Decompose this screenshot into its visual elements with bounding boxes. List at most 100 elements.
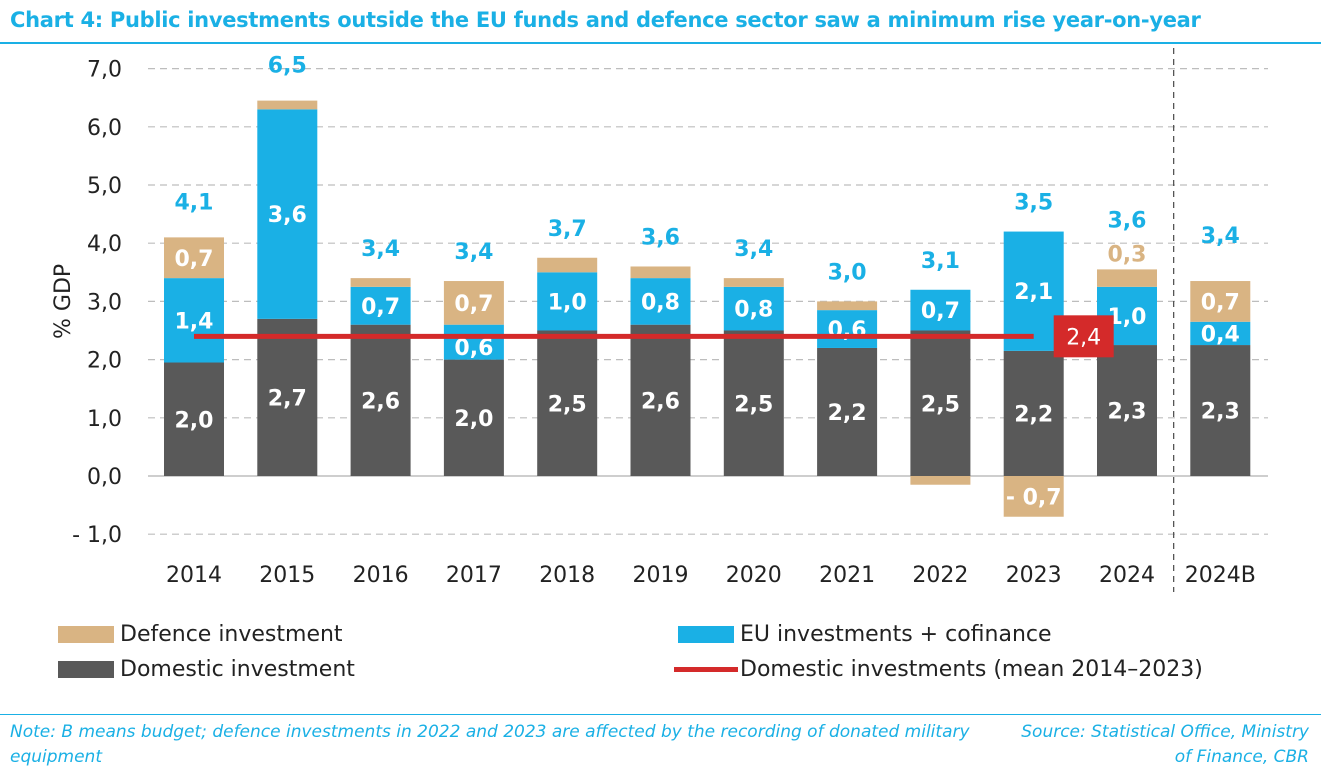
bar-domestic: [350, 324, 411, 476]
x-tick-label: 2022: [912, 563, 968, 588]
label-domestic: 2,6: [361, 389, 400, 414]
x-tick-label: 2018: [539, 563, 595, 588]
legend-label-domestic: Domestic investment: [120, 657, 355, 682]
bar-eu: [1190, 321, 1251, 346]
title-divider: [0, 42, 1321, 44]
mean-label: 2,4: [1066, 325, 1101, 350]
label-domestic: 2,2: [828, 401, 867, 426]
bar-eu: [910, 289, 971, 331]
legend-label-mean: Domestic investments (mean 2014–2023): [740, 657, 1203, 682]
y-tick-label: 0,0: [87, 465, 122, 490]
label-defence: 0,7: [1201, 290, 1240, 315]
bar-domestic: [443, 359, 504, 476]
bar-defence: [164, 237, 224, 279]
bar-eu: [257, 109, 318, 319]
x-tick-label: 2015: [259, 563, 315, 588]
legend-swatch-domestic: [58, 661, 114, 678]
bar-defence: [1003, 476, 1064, 517]
x-tick-label: 2016: [353, 563, 409, 588]
label-defence: - 0,7: [1006, 485, 1062, 510]
bar-eu: [164, 278, 224, 363]
x-tick-label: 2017: [446, 563, 502, 588]
x-tick-label: 2024B: [1185, 563, 1256, 588]
y-tick-label: 7,0: [87, 58, 122, 83]
legend-swatch-mean: [674, 667, 738, 672]
label-eu: 0,6: [828, 318, 867, 343]
bar-defence: [443, 281, 504, 325]
bar-domestic: [723, 330, 784, 476]
x-tick-label: 2021: [819, 563, 875, 588]
source-note: Source: Statistical Office, Ministry of …: [1021, 722, 1309, 767]
chart-title: Chart 4: Public investments outside the …: [10, 8, 1201, 32]
bar-eu: [443, 324, 504, 360]
label-total: 3,0: [828, 260, 867, 285]
label-eu: 0,4: [1201, 322, 1240, 347]
bar-domestic: [257, 318, 318, 476]
bar-defence: [1190, 281, 1251, 322]
y-tick-label: 2,0: [87, 349, 122, 374]
label-total: 3,5: [1014, 191, 1053, 216]
bar-defence: [1097, 269, 1157, 287]
bar-defence: [257, 100, 318, 110]
y-tick-label: 6,0: [87, 116, 122, 141]
bar-defence: [537, 257, 598, 273]
label-eu: 0,7: [921, 299, 960, 324]
label-domestic: 2,0: [175, 408, 214, 433]
y-tick-label: 4,0: [87, 232, 122, 257]
bar-eu: [630, 278, 691, 325]
legend-item-defence: Defence investment: [58, 622, 343, 647]
footer-divider: [0, 714, 1321, 715]
stacked-bar-chart: - 1,0 0,0 1,0 2,0 3,0 4,0 5,0 6,0 7,0 % GDP 2014 2,…: [51, 48, 1268, 592]
x-tick-label: 2014: [166, 563, 222, 588]
label-eu: 1,0: [548, 290, 587, 315]
x-tick-label: 2020: [726, 563, 782, 588]
label-eu: 0,7: [361, 295, 400, 320]
label-domestic: 2,7: [268, 386, 307, 411]
label-eu: 1,4: [175, 309, 214, 334]
label-eu: 0,8: [734, 298, 773, 323]
y-tick-label: 5,0: [87, 174, 122, 199]
label-domestic: 2,0: [454, 407, 493, 432]
footnote: Note: B means budget; defence investment…: [10, 722, 970, 767]
label-total: 3,4: [454, 240, 493, 265]
label-total: 3,4: [734, 237, 773, 262]
bar-domestic: [1097, 345, 1157, 476]
y-tick-label: 3,0: [87, 290, 122, 315]
label-total: 3,6: [1108, 208, 1147, 233]
y-tick-label: - 1,0: [72, 523, 122, 548]
bar-eu: [350, 286, 411, 325]
label-total: 3,4: [1201, 224, 1240, 249]
label-defence: 0,3: [1108, 242, 1147, 267]
label-defence: 0,7: [175, 247, 214, 272]
label-defence: 0,7: [454, 292, 493, 317]
label-eu: 1,0: [1108, 305, 1147, 330]
bar-eu: [537, 272, 598, 331]
label-domestic: 2,5: [921, 392, 960, 417]
label-total: 3,7: [548, 217, 587, 242]
bar-domestic: [630, 324, 691, 476]
bar-defence: [817, 301, 878, 311]
bar-defence: [350, 278, 411, 287]
y-tick-label: 1,0: [87, 407, 122, 432]
label-domestic: 2,2: [1014, 402, 1053, 427]
label-domestic: 2,3: [1201, 400, 1240, 425]
bar-domestic: [910, 330, 971, 476]
label-total: 4,1: [175, 190, 214, 215]
legend-label-defence: Defence investment: [120, 622, 343, 647]
x-tick-label: 2024: [1099, 563, 1155, 588]
legend-item-mean: Domestic investments (mean 2014–2023): [674, 657, 1203, 682]
bar-domestic: [1003, 350, 1064, 476]
label-domestic: 2,6: [641, 389, 680, 414]
bar-eu: [817, 310, 878, 348]
label-eu: 3,6: [268, 203, 307, 228]
label-eu: 0,8: [641, 290, 680, 315]
bar-domestic: [164, 362, 224, 476]
label-domestic: 2,5: [548, 392, 587, 417]
legend-label-eu: EU investments + cofinance: [740, 622, 1052, 647]
label-total: 3,1: [921, 249, 960, 274]
label-eu: 0,6: [454, 336, 493, 361]
y-axis-title: % GDP: [51, 264, 76, 339]
label-total: 3,6: [641, 225, 680, 250]
legend-swatch-eu: [678, 626, 734, 643]
x-tick-label: 2019: [633, 563, 689, 588]
